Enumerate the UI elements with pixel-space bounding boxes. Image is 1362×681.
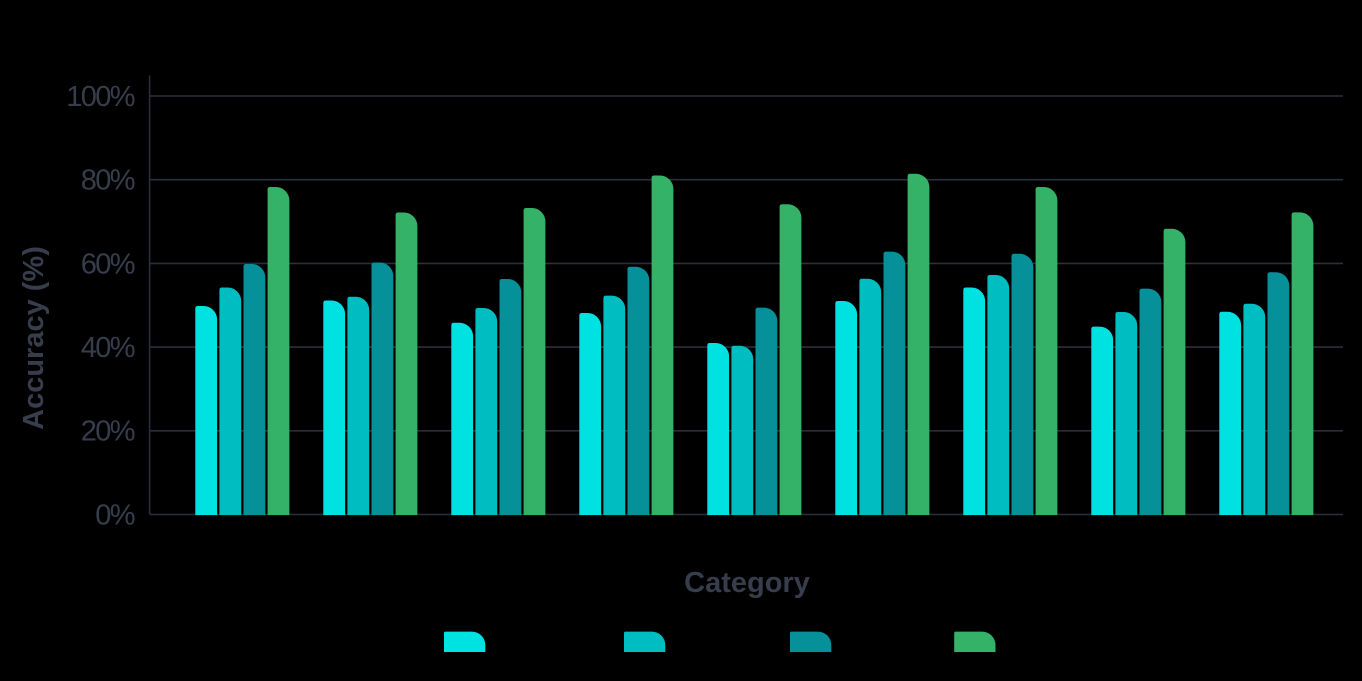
- svg-text:0%: 0%: [95, 499, 135, 531]
- svg-text:100%: 100%: [66, 81, 135, 113]
- svg-text:80%: 80%: [81, 165, 135, 197]
- svg-text:60%: 60%: [81, 248, 135, 280]
- svg-text:Category: Category: [684, 567, 810, 599]
- svg-text:40%: 40%: [81, 332, 135, 364]
- svg-text:Accuracy (%): Accuracy (%): [18, 246, 50, 430]
- svg-text:20%: 20%: [81, 416, 135, 448]
